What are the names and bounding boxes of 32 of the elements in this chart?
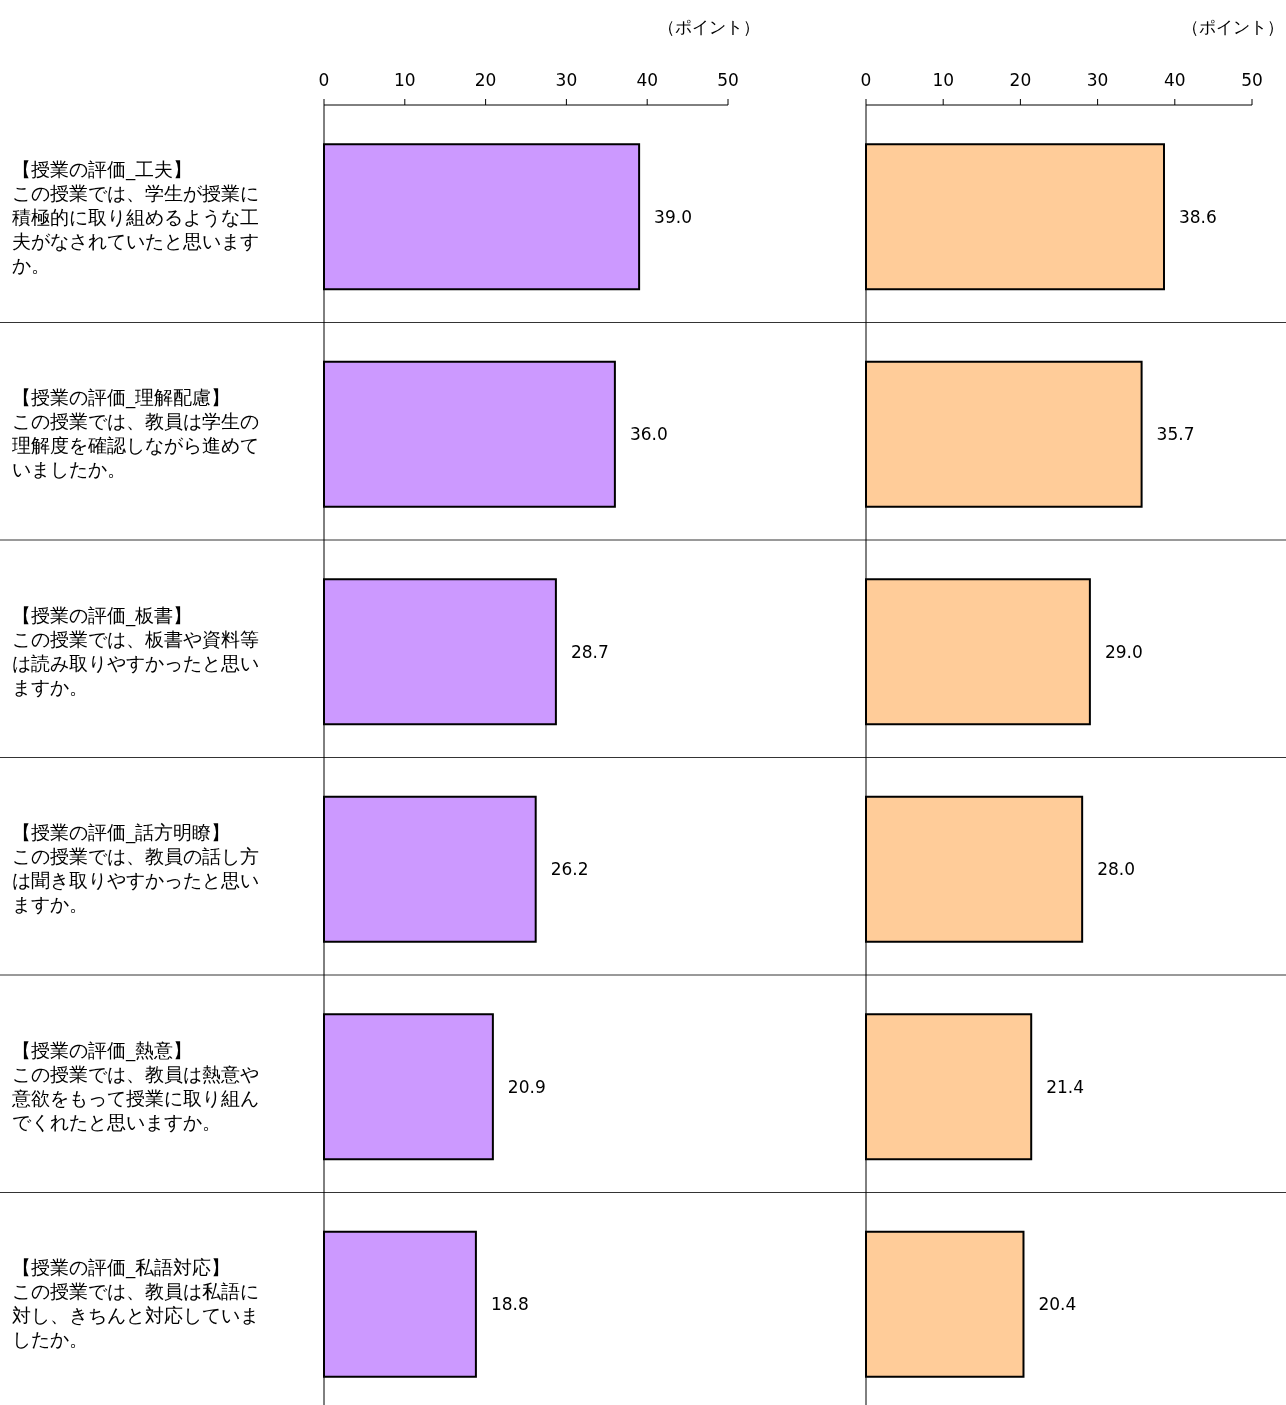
x-tick-label: 10 <box>393 70 416 90</box>
data-label: 38.6 <box>1178 206 1217 227</box>
x-tick-label: 0 <box>860 70 872 90</box>
x-tick-label: 40 <box>636 70 659 90</box>
data-label: 18.8 <box>490 1294 529 1315</box>
x-tick-label: 40 <box>1163 70 1186 90</box>
data-label: 36.0 <box>629 424 668 445</box>
x-tick-label: 10 <box>932 70 955 90</box>
data-label: 26.2 <box>550 859 589 880</box>
y-tick-label: 【授業の評価_話方明瞭】この授業では、教員の話し方は聞き取りやすかったと思いますか。 <box>12 822 259 916</box>
x-tick-label: 50 <box>717 70 739 90</box>
data-label: 28.7 <box>570 641 609 662</box>
data-label: 29.0 <box>1104 641 1143 662</box>
y-tick-label: 【授業の評価_板書】この授業では、板書や資料等は読み取りやすかったと思いますか。 <box>12 604 259 698</box>
y-tick-label: 【授業の評価_熱意】この授業では、教員は熱意や意欲をもって授業に取り組んでくれたと思いますか。 <box>11 1039 259 1133</box>
y-tick-label: 【授業の評価_私語対応】この授業では、教員は私語に対し、きちんと対応していましたか。 <box>12 1257 259 1351</box>
x-tick-label: 50 <box>1241 70 1263 90</box>
y-tick-label: 【授業の評価_工夫】この授業では、学生が授業に積極的に取り組めるような工夫がなされていたと思いますか。 <box>12 158 259 276</box>
data-label: 21.4 <box>1046 1076 1085 1097</box>
x-axis-title: （ポイント） <box>658 17 760 37</box>
x-tick-label: 20 <box>1009 70 1032 90</box>
x-tick-label: 20 <box>474 70 497 90</box>
x-tick-label: 0 <box>318 70 330 90</box>
x-tick-label: 30 <box>1086 70 1109 90</box>
data-label: 20.9 <box>507 1076 546 1097</box>
y-tick-label: 【授業の評価_理解配慮】この授業では、教員は学生の理解度を確認しながら進めていましたか。 <box>12 387 259 481</box>
data-label: 28.0 <box>1097 859 1136 880</box>
data-label: 20.4 <box>1038 1294 1077 1315</box>
data-label: 39.0 <box>654 206 692 227</box>
x-axis-title: （ポイント） <box>1182 17 1284 37</box>
x-tick-label: 30 <box>555 70 578 90</box>
data-label: 35.7 <box>1156 424 1195 445</box>
